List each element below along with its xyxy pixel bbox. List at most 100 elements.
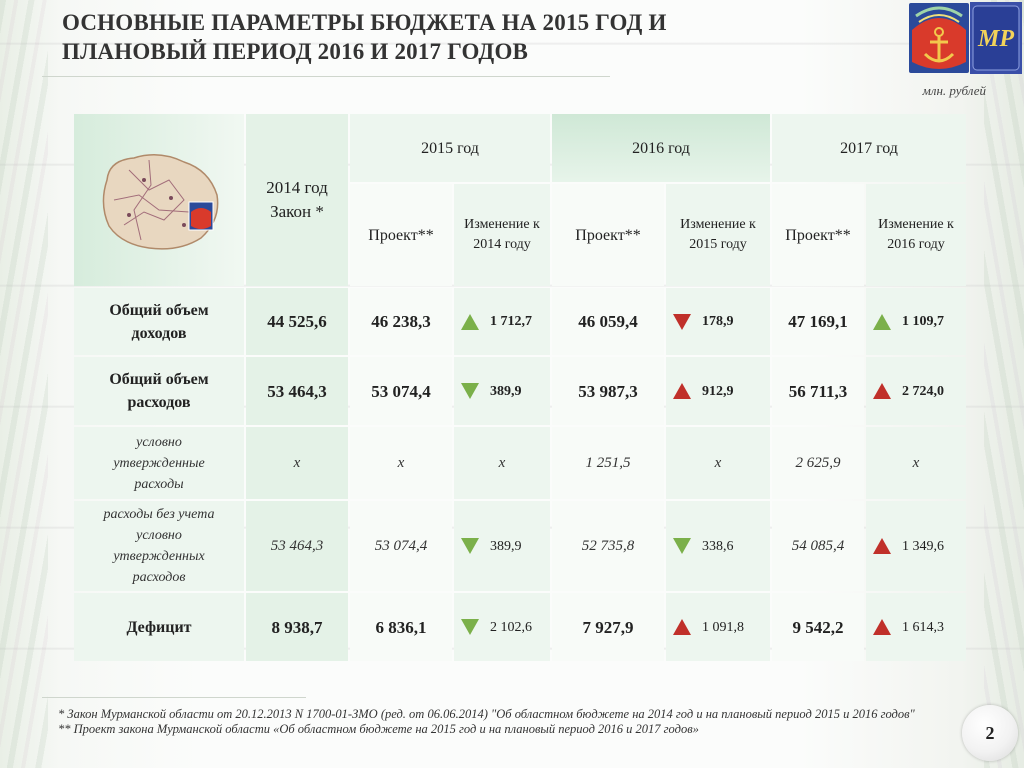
budget-table: 2014 год Закон * 2015 год 2016 год 2017 … [74,114,966,661]
header-2014-year: 2014 год [266,178,328,197]
header-2016-change-l1: Изменение к [680,217,756,232]
value-cell: 9 542,2 [772,593,864,661]
value-cell: 53 464,3 [246,357,348,425]
title-line-1: ОСНОВНЫЕ ПАРАМЕТРЫ БЮДЖЕТА НА 2015 ГОД И [62,10,667,35]
page-number: 2 [962,705,1018,761]
change-value: 1 109,7 [902,314,944,329]
header-2016-project: Проект** [552,184,664,286]
row-label-line: расходов [127,394,191,411]
change-cell: 389,9 [454,501,550,591]
murmansk-region-map-icon [102,154,219,250]
increase-arrow-icon [873,538,891,554]
md-logo-icon: МР [970,2,1022,74]
header-2017-change-l2: 2016 году [887,237,945,252]
row-label-line: Общий объем [109,301,209,319]
change-value: 2 102,6 [490,619,532,635]
row-label-line: расходы [134,476,184,492]
row-label: расходы без учета условно утвержденных расх… [74,501,244,591]
change-value: 178,9 [702,314,734,329]
change-value: 1 091,8 [702,619,744,635]
change-value: 389,9 [490,538,522,554]
increase-arrow-icon [461,313,479,330]
decorative-left-edge [0,0,48,768]
value-cell: 2 625,9 [772,427,864,499]
decorative-right-edge [984,0,1024,768]
increase-arrow-icon [873,383,891,399]
decrease-arrow-icon [673,538,691,554]
change-cell: х [454,427,550,499]
value-cell: 6 836,1 [350,593,452,661]
change-value: 1 712,7 [490,314,532,329]
row-label-line: Дефицит [126,618,192,636]
decrease-arrow-icon [461,383,479,399]
header-2015-project: Проект** [350,184,452,286]
value-cell: 53 074,4 [350,357,452,425]
decrease-arrow-icon [461,619,479,635]
value-cell: 46 059,4 [552,288,664,355]
header-2015: 2015 год [350,114,550,182]
increase-arrow-icon [673,383,691,399]
header-2016-change-l2: 2015 году [689,237,747,252]
value-cell: 52 735,8 [552,501,664,591]
change-value: 1 349,6 [902,538,944,554]
header-2015-change-l1: Изменение к [464,217,540,232]
change-cell: 1 712,7 [454,288,550,355]
header-2017: 2017 год [772,114,966,182]
increase-arrow-icon [873,313,891,330]
change-cell: 1 109,7 [866,288,966,355]
change-cell: 2 102,6 [454,593,550,661]
change-cell: 1 614,3 [866,593,966,661]
change-value: 1 614,3 [902,619,944,635]
value-cell: х [350,427,452,499]
row-label-line: утвержденные [113,455,205,471]
row-label-line: условно [136,434,182,450]
row-label: Общий объем доходов [74,288,244,355]
title-line-2: ПЛАНОВЫЙ ПЕРИОД 2016 И 2017 ГОДОВ [62,39,529,64]
change-value: 2 724,0 [902,383,944,399]
units-label: млн. рублей [922,83,987,98]
increase-arrow-icon [873,619,891,635]
footer-divider [42,697,306,698]
footnote-project-2015: ** Проект закона Мурманской области «Об … [58,722,699,736]
row-label: условно утвержденные расходы [74,427,244,499]
map-cell [74,114,244,286]
row-label-line: утвержденных [113,549,205,564]
header-2017-project: Проект** [772,184,864,286]
footnotes: * Закон Мурманской области от 20.12.2013… [58,707,938,737]
value-cell: 53 074,4 [350,501,452,591]
logo-text: МР [977,26,1014,52]
header-2017-change-l1: Изменение к [878,217,954,232]
value-cell: 44 525,6 [246,288,348,355]
row-label-line: Общий объем [109,371,209,388]
row-label-line: доходов [131,324,187,342]
header-2014: 2014 год Закон * [246,114,348,286]
footnote-law-2014: * Закон Мурманской области от 20.12.2013… [58,707,915,721]
value-cell: 46 238,3 [350,288,452,355]
value-cell: 1 251,5 [552,427,664,499]
row-label-line: расходы без учета [103,507,215,522]
row-label-line: условно [136,528,182,543]
change-cell: х [666,427,770,499]
decrease-arrow-icon [673,313,691,330]
header-2017-change: Изменение к 2016 году [866,184,966,286]
change-cell: 178,9 [666,288,770,355]
value-cell: х [246,427,348,499]
value-cell: 8 938,7 [246,593,348,661]
change-cell: 389,9 [454,357,550,425]
row-label: Общий объем расходов [74,357,244,425]
value-cell: 56 711,3 [772,357,864,425]
row-label: Дефицит [74,593,244,661]
header-2014-law: Закон * [270,202,324,221]
header-2016-change: Изменение к 2015 году [666,184,770,286]
change-value: 338,6 [702,538,734,554]
increase-arrow-icon [673,619,691,635]
change-cell: 912,9 [666,357,770,425]
change-cell: 1 349,6 [866,501,966,591]
decrease-arrow-icon [461,538,479,554]
header-2015-change-l2: 2014 году [473,237,531,252]
change-value: 389,9 [490,383,522,399]
murmansk-coat-of-arms-icon [909,3,969,73]
change-value: 912,9 [702,383,734,399]
slide-title: ОСНОВНЫЕ ПАРАМЕТРЫ БЮДЖЕТА НА 2015 ГОД И… [62,8,862,66]
title-divider [42,76,610,77]
